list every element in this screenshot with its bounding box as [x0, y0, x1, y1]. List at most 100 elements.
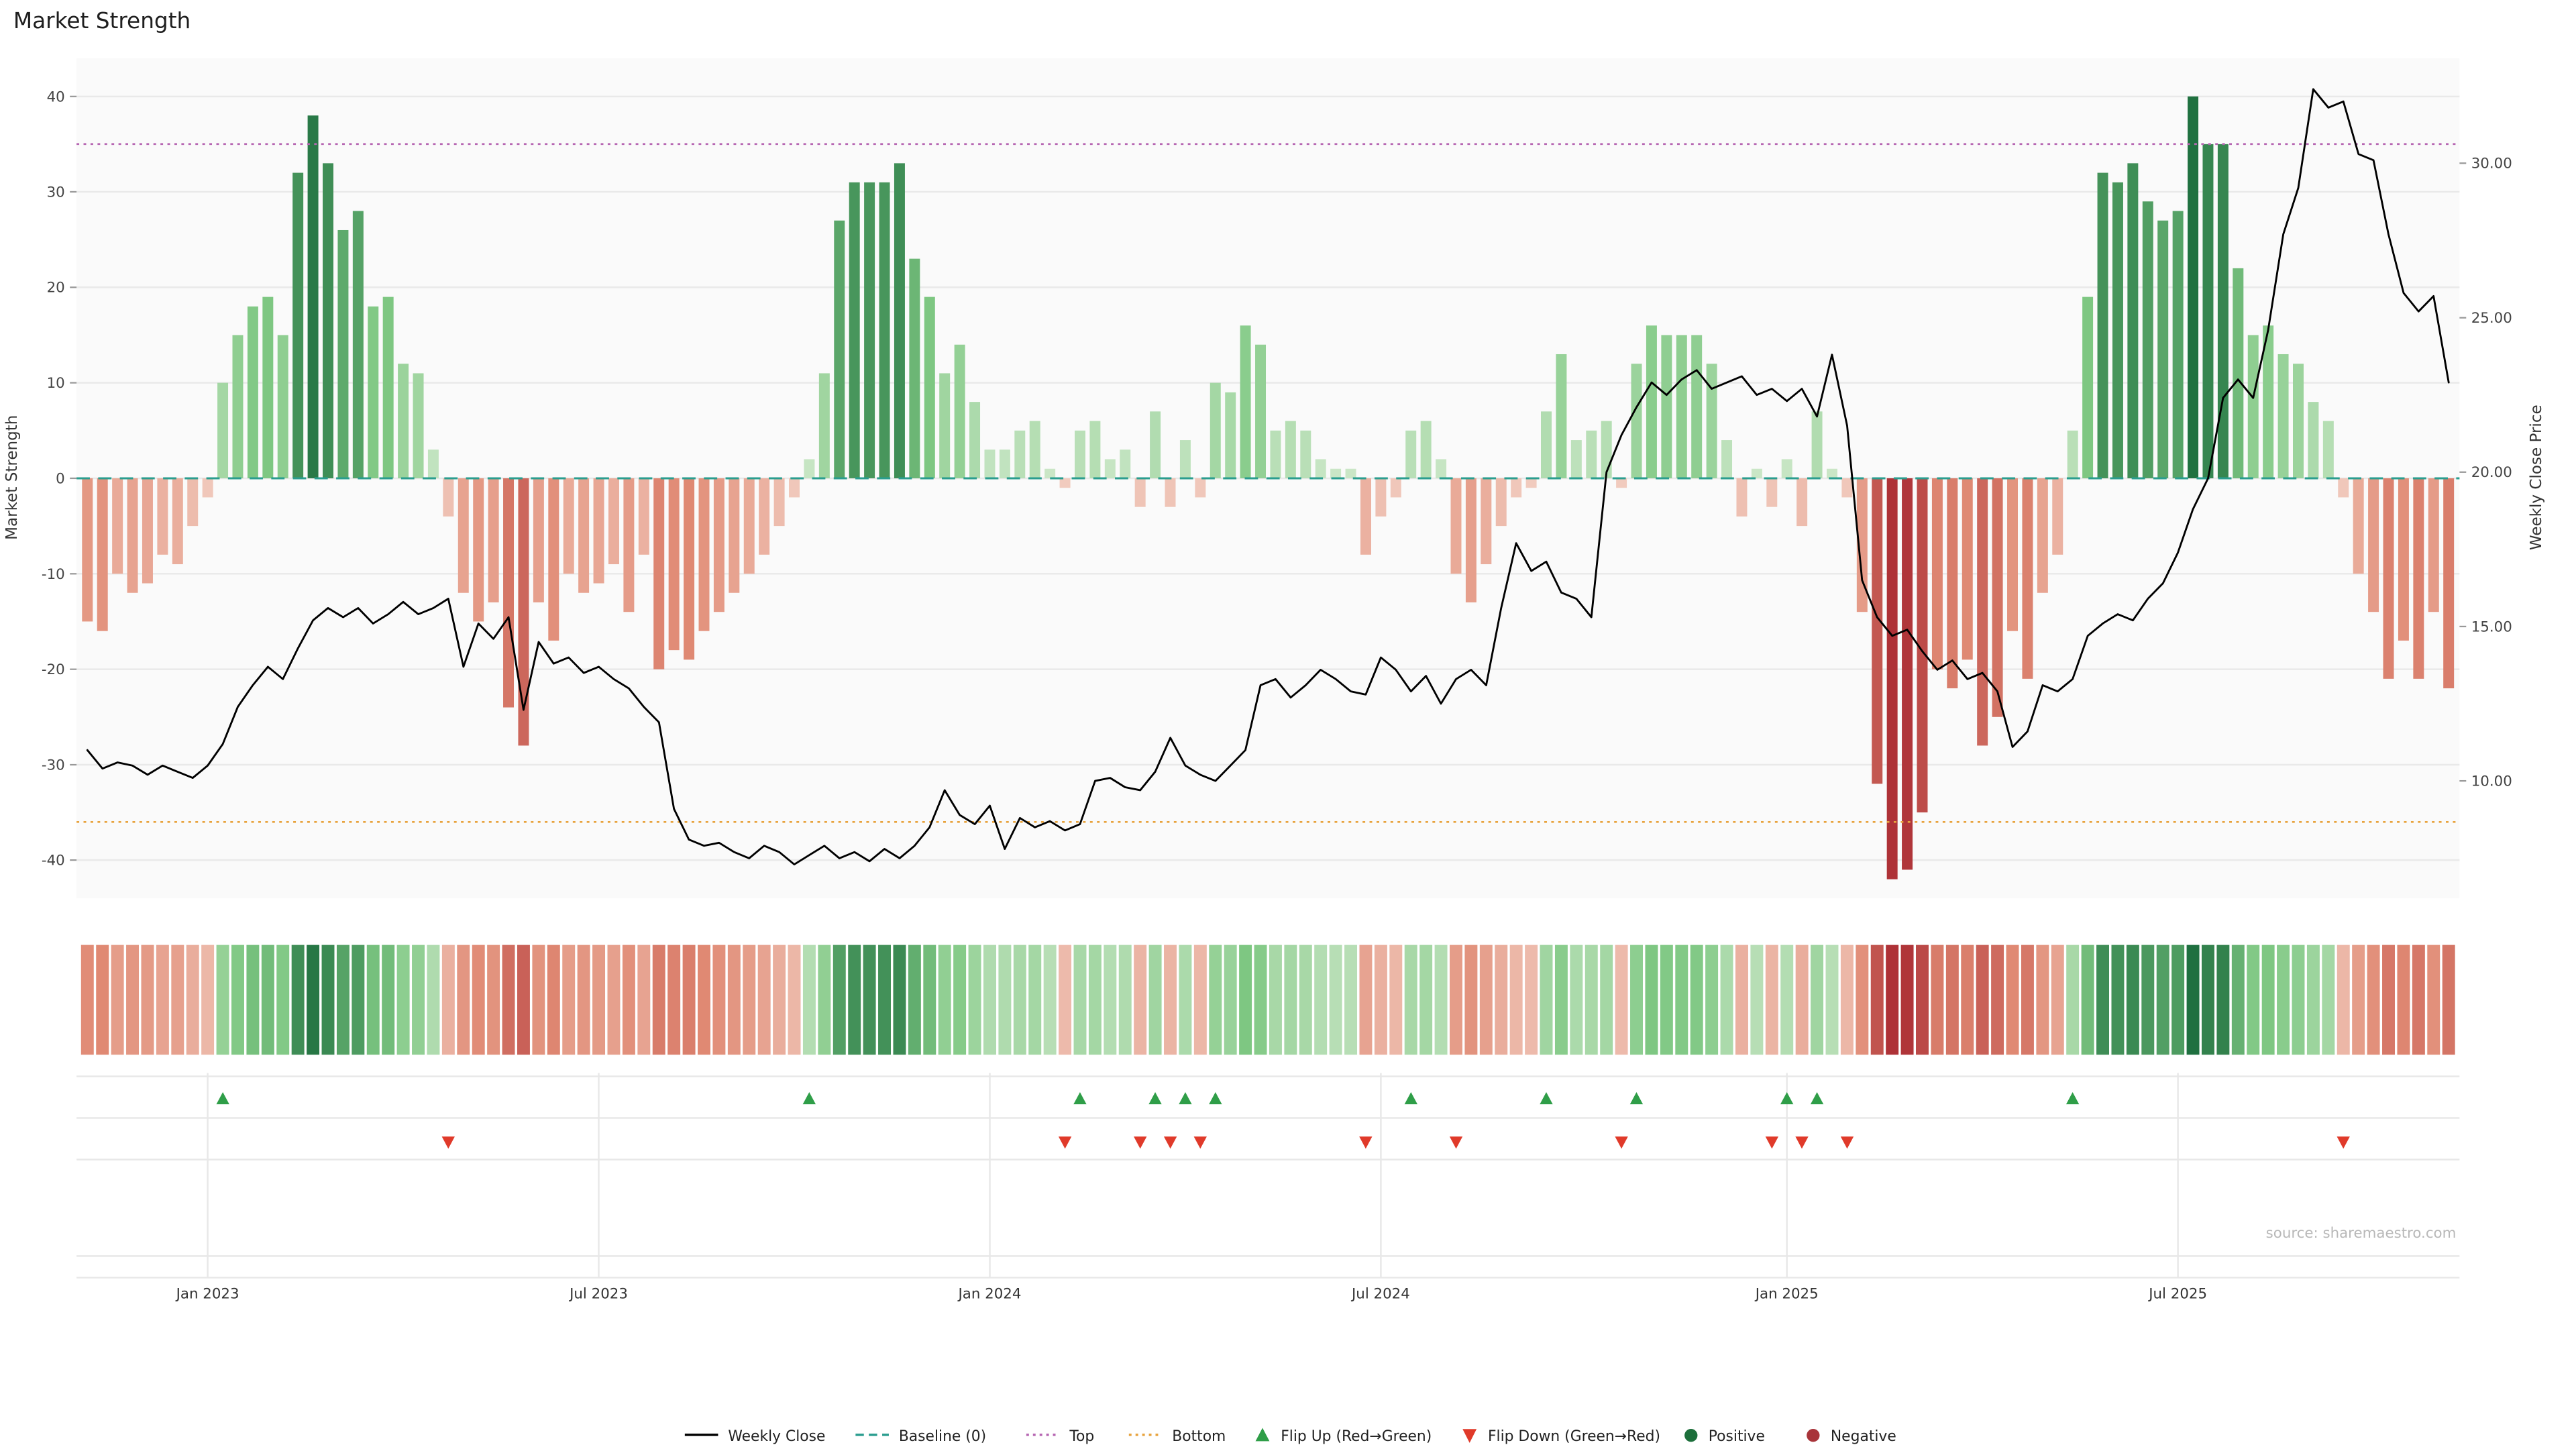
heatmap-cell [833, 945, 846, 1055]
heatmap-cell [1931, 945, 1944, 1055]
strength-bar [2263, 325, 2274, 478]
legend-item-weekly-close[interactable]: Weekly Close [684, 1428, 826, 1445]
heatmap-cell [1314, 945, 1328, 1055]
heatmap-cell [1765, 945, 1778, 1055]
strength-bar [773, 478, 785, 527]
heatmap-cell [893, 945, 906, 1055]
flip-down-marker [1163, 1136, 1177, 1149]
strength-bar [1405, 430, 1417, 478]
heatmap-cell [1690, 945, 1703, 1055]
legend-item-positive[interactable]: Positive [1684, 1428, 1765, 1445]
flip-up-marker [1810, 1092, 1824, 1105]
strength-bar [127, 478, 138, 593]
strength-bar [804, 459, 815, 478]
heatmap-cell [1028, 945, 1042, 1055]
strength-bars-group [82, 96, 2455, 879]
strength-bar [1556, 354, 1567, 478]
strength-bar [1917, 478, 1928, 813]
heatmap-cell [1735, 945, 1748, 1055]
strength-bar [999, 449, 1010, 478]
heatmap-cell [1495, 945, 1508, 1055]
heatmap-cell [2111, 945, 2125, 1055]
heatmap-cell [2322, 945, 2335, 1055]
strength-bar [488, 478, 499, 602]
strength-bar [1827, 468, 1837, 478]
flip-up-marker [802, 1092, 816, 1105]
heatmap-cell [1825, 945, 1839, 1055]
x-axis-date-label: Jul 2023 [568, 1286, 628, 1303]
heatmap-cell [698, 945, 710, 1055]
x-axis-date-label: Jul 2024 [1350, 1286, 1410, 1303]
x-axis-date-label: Jan 2023 [175, 1286, 239, 1303]
heatmap-cell [366, 945, 380, 1055]
strength-bar [533, 478, 544, 602]
legend-item-flip-up-red-green[interactable]: Flip Up (Red→Green) [1255, 1428, 1432, 1446]
heatmap-cell [2261, 945, 2275, 1055]
legend-item-baseline-0[interactable]: Baseline (0) [855, 1428, 986, 1445]
heatmap-cell [171, 945, 184, 1055]
heatmap-cell [878, 945, 892, 1055]
heatmap-cell [186, 945, 199, 1055]
strength-bar [864, 182, 875, 478]
strength-bar [1134, 478, 1146, 507]
heatmap-cell [607, 945, 621, 1055]
heatmap-cell [2367, 945, 2380, 1055]
strength-bar [1014, 430, 1026, 478]
heatmap-cell [276, 945, 290, 1055]
heatmap-cell [1540, 945, 1553, 1055]
flip-down-marker [1058, 1136, 1072, 1149]
heatmap-cell [938, 945, 951, 1055]
heatmap-cell [2427, 945, 2440, 1055]
heatmap-cell [2081, 945, 2094, 1055]
heatmap-cell [2066, 945, 2080, 1055]
strength-bar [1811, 411, 1823, 478]
heatmap-cell [1509, 945, 1523, 1055]
strength-bar [1977, 478, 1988, 746]
heatmap-cell [2412, 945, 2425, 1055]
heatmap-cell [757, 945, 771, 1055]
heatmap-cell [111, 945, 124, 1055]
legend-item-label: Baseline (0) [899, 1428, 986, 1445]
legend-item-negative[interactable]: Negative [1807, 1428, 1896, 1445]
strength-bar [1586, 430, 1597, 478]
strength-bar [849, 182, 860, 478]
flip-up-marker [1148, 1092, 1162, 1105]
heatmap-cell [427, 945, 440, 1055]
strength-bar [2322, 421, 2334, 478]
reference-lines [76, 143, 2460, 823]
heatmap-cell [1750, 945, 1764, 1055]
source-credit: source: sharemaestro.com [2266, 1225, 2457, 1242]
strength-bar [473, 478, 484, 622]
strength-bar [1315, 459, 1326, 478]
legend-item-bottom[interactable]: Bottom [1128, 1428, 1226, 1445]
strength-bar [2233, 268, 2244, 478]
heatmap-cell [1419, 945, 1433, 1055]
legend-item-top[interactable]: Top [1026, 1428, 1094, 1445]
strength-bar [578, 478, 590, 593]
strength-bar [2157, 220, 2169, 478]
strength-bar [277, 335, 288, 478]
strength-bar [2308, 402, 2319, 478]
left-axis-tick-label: -10 [42, 566, 65, 583]
flip-up-marker [216, 1092, 229, 1105]
legend-item-label: Weekly Close [728, 1428, 825, 1445]
strength-bar [443, 478, 454, 517]
legend-item-flip-down-green-red[interactable]: Flip Down (Green→Red) [1462, 1428, 1660, 1445]
heatmap-cell [1043, 945, 1057, 1055]
strength-bar [668, 478, 680, 651]
heatmap-cell [727, 945, 741, 1055]
heatmap-cell [2231, 945, 2245, 1055]
heatmap-cell [652, 945, 665, 1055]
strength-bar [247, 306, 258, 478]
strength-bar [292, 172, 304, 478]
heatmap-cell [216, 945, 229, 1055]
heatmap-cell [2216, 945, 2230, 1055]
heatmap-cell [126, 945, 140, 1055]
strength-bar [909, 258, 920, 478]
strength-bar [1495, 478, 1507, 527]
heatmap-cell [2382, 945, 2395, 1055]
flip-down-marker [1449, 1136, 1463, 1149]
heatmap-cell [1570, 945, 1583, 1055]
strength-bar [969, 402, 981, 478]
